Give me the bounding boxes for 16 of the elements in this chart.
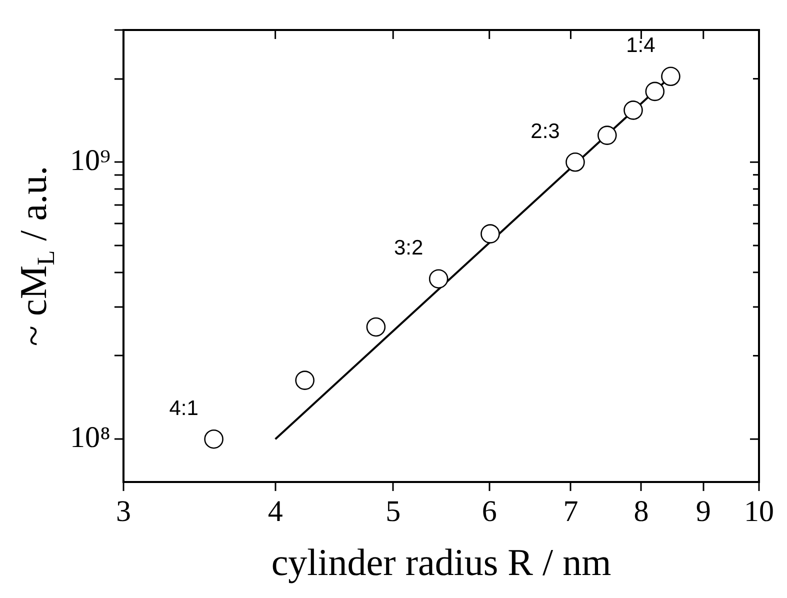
annotation: 1:4 bbox=[626, 34, 656, 58]
x-tick-label: 4 bbox=[268, 494, 283, 528]
x-tick-label: 6 bbox=[482, 494, 497, 528]
y-tick-label: 10⁹ bbox=[70, 144, 110, 178]
x-tick-label: 3 bbox=[116, 494, 131, 528]
annotation: 4:1 bbox=[169, 396, 198, 420]
x-tick-label: 10 bbox=[744, 494, 774, 528]
y-axis-title: ~ cML / a.u. bbox=[12, 166, 60, 346]
annotation: 3:2 bbox=[394, 236, 424, 260]
x-tick-label: 5 bbox=[386, 494, 401, 528]
x-tick-label: 9 bbox=[696, 494, 711, 528]
annotation: 2:3 bbox=[530, 120, 560, 143]
x-axis-title: cylinder radius R / nm bbox=[271, 542, 612, 584]
y-tick-label: 10⁸ bbox=[70, 420, 110, 454]
x-tick-label: 8 bbox=[634, 494, 649, 528]
x-tick-label: 7 bbox=[563, 494, 578, 528]
